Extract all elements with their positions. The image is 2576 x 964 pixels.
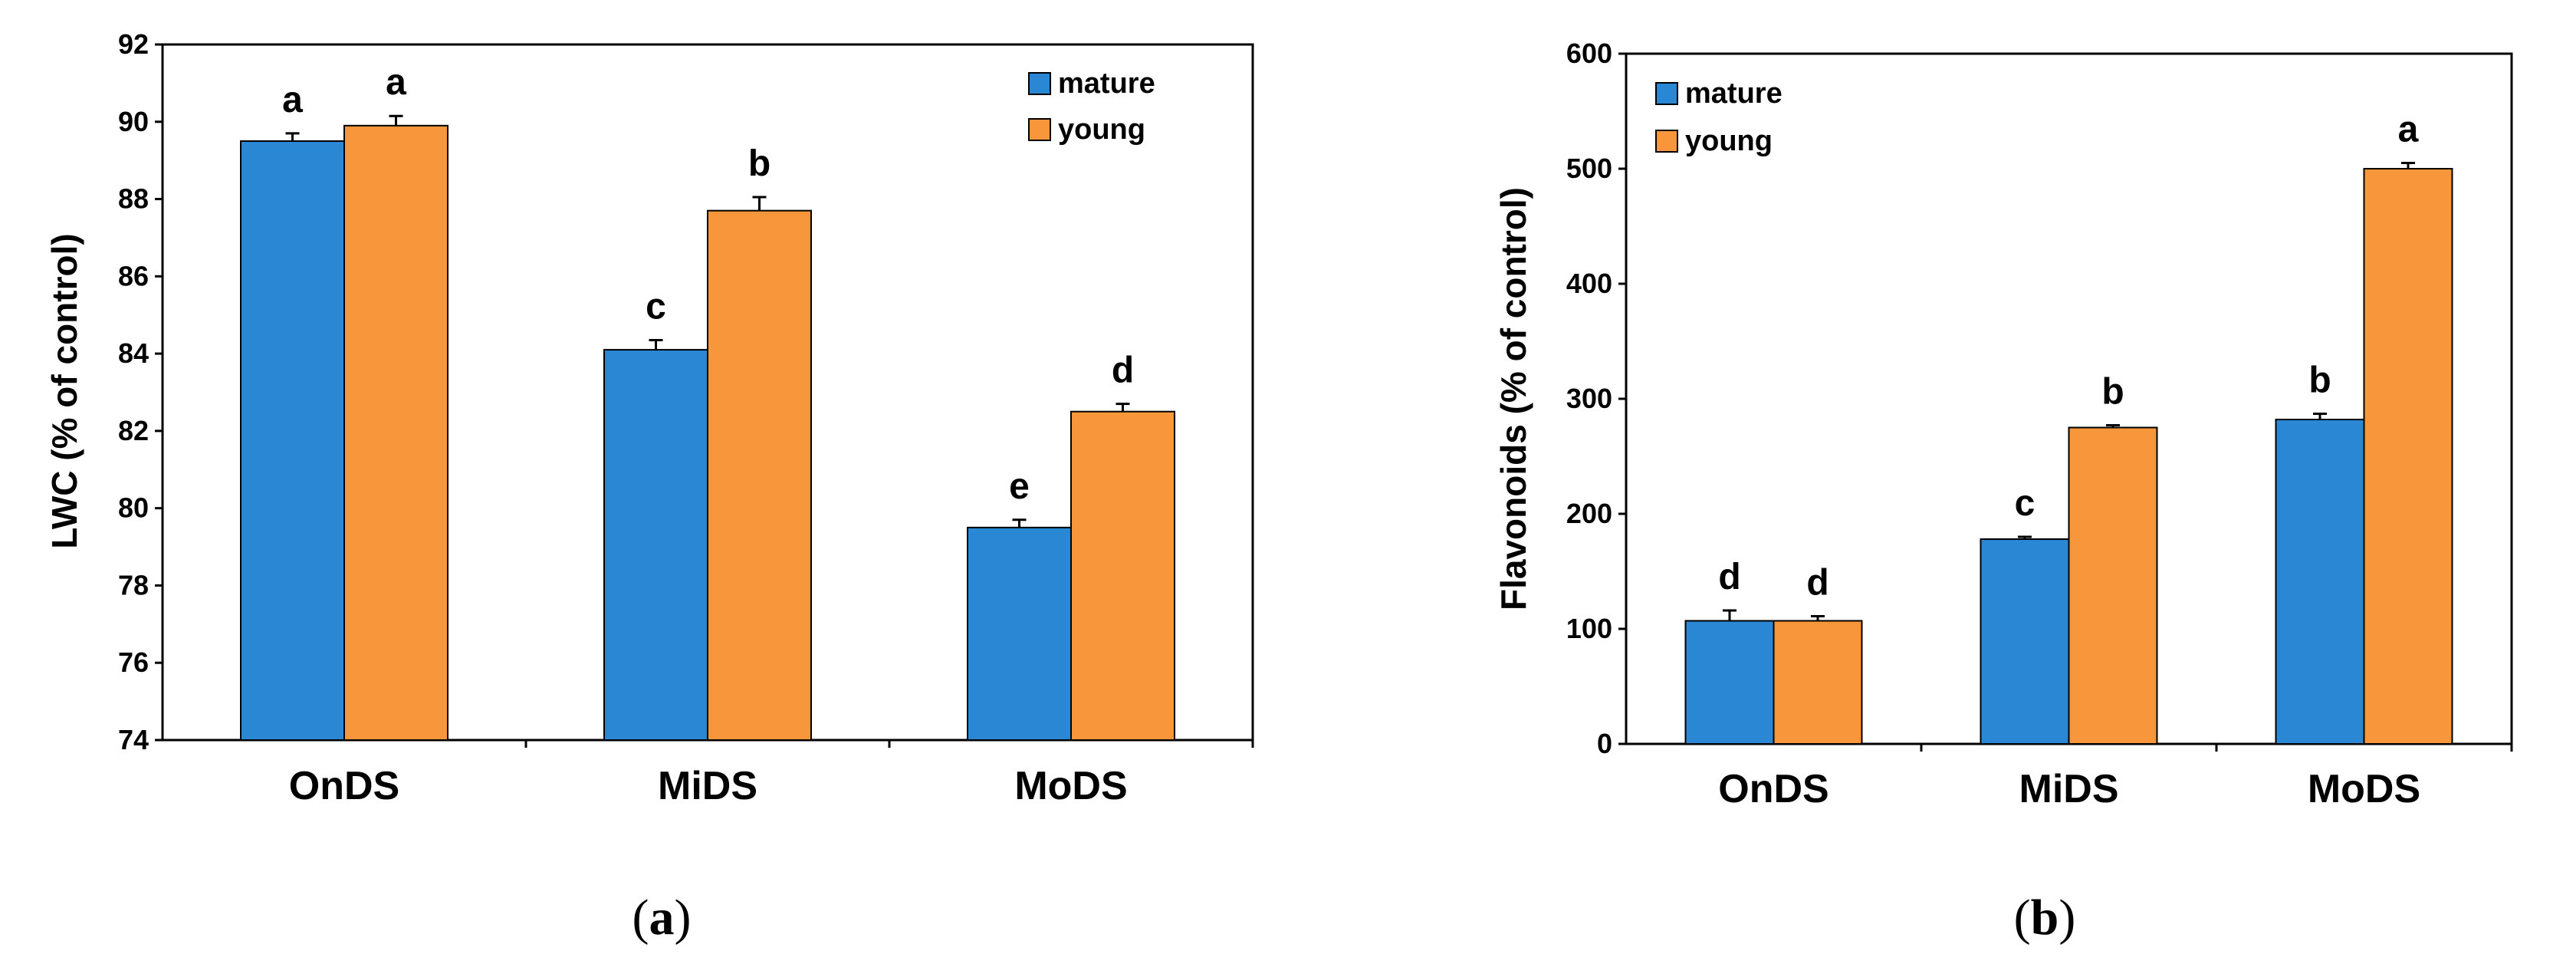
bar-young-MiDS bbox=[707, 209, 812, 741]
legend-swatch-young bbox=[1028, 118, 1051, 141]
legend-label-young: young bbox=[1058, 114, 1145, 146]
significance-letter: b bbox=[748, 143, 770, 184]
bar-mature-MoDS bbox=[967, 526, 1072, 741]
ytick-label: 92 bbox=[118, 28, 149, 60]
chart-b-yticks: 0 100 200 300 400 500 600 bbox=[1566, 38, 1626, 759]
bar-mature-MiDS bbox=[1980, 538, 2070, 745]
chart-b-bars: d d c b b a bbox=[1684, 110, 2453, 745]
chart-a-ylabel: LWC (% of control) bbox=[44, 233, 84, 548]
chart-a-categories: OnDS MiDS MoDS bbox=[289, 740, 1254, 808]
ytick-label: 400 bbox=[1566, 268, 1612, 299]
panel-letter-b: b bbox=[2031, 890, 2059, 946]
legend-label-mature: mature bbox=[1685, 77, 1783, 110]
significance-letter: d bbox=[1718, 557, 1740, 597]
legend-label-mature: mature bbox=[1058, 67, 1155, 100]
significance-letter: c bbox=[2015, 483, 2036, 524]
ytick-label: 86 bbox=[118, 260, 149, 291]
bar-mature-MiDS bbox=[603, 349, 708, 741]
ytick-label: 80 bbox=[118, 492, 149, 524]
bar-mature-OnDS bbox=[240, 140, 345, 741]
bar-young-MoDS bbox=[1070, 410, 1175, 741]
category-label-MiDS: MiDS bbox=[2019, 767, 2119, 811]
bar-young-OnDS bbox=[1773, 620, 1863, 745]
significance-letter: c bbox=[646, 286, 666, 327]
chart-a: LWC (% of control) 74767880828486889092 … bbox=[44, 28, 1254, 946]
legend-swatch-mature bbox=[1028, 72, 1051, 95]
panel-letter-a: a bbox=[649, 890, 675, 946]
ytick-label: 300 bbox=[1566, 383, 1612, 414]
legend-swatch-young bbox=[1655, 130, 1678, 153]
chart-a-legend: mature young bbox=[1028, 67, 1155, 146]
legend-label-young: young bbox=[1685, 125, 1773, 157]
bar-mature-MoDS bbox=[2275, 419, 2365, 745]
significance-letter: a bbox=[282, 80, 303, 120]
panel-label-a: (a) bbox=[632, 890, 692, 946]
ytick-label: 88 bbox=[118, 183, 149, 215]
significance-letter: a bbox=[386, 62, 406, 103]
ytick-label: 74 bbox=[118, 724, 149, 755]
ytick-label: 0 bbox=[1597, 728, 1612, 759]
bar-mature-OnDS bbox=[1684, 620, 1775, 745]
legend-swatch-mature bbox=[1655, 82, 1678, 105]
ytick-label: 200 bbox=[1566, 498, 1612, 529]
significance-letter: a bbox=[2398, 110, 2419, 150]
category-label-OnDS: OnDS bbox=[1718, 767, 1829, 811]
bar-young-MiDS bbox=[2068, 426, 2158, 745]
ytick-label: 500 bbox=[1566, 153, 1612, 184]
significance-letter: d bbox=[1806, 563, 1829, 604]
ytick-label: 100 bbox=[1566, 613, 1612, 644]
chart-a-bars: a a c b e d bbox=[240, 62, 1175, 742]
chart-a-yticks: 74 76 78 80 82 84 86 88 90 92 bbox=[118, 28, 163, 755]
ytick-label: 84 bbox=[118, 337, 149, 369]
category-label-MoDS: MoDS bbox=[2308, 767, 2420, 811]
ytick-label: 600 bbox=[1566, 38, 1612, 69]
chart-b-categories: OnDS MiDS MoDS bbox=[1718, 744, 2513, 811]
ytick-label: 90 bbox=[118, 106, 149, 137]
ytick-label: 82 bbox=[118, 415, 149, 446]
significance-letter: d bbox=[1112, 350, 1134, 391]
panel-label-b: (b) bbox=[2014, 890, 2076, 946]
category-label-MiDS: MiDS bbox=[658, 764, 757, 808]
significance-letter: b bbox=[2101, 372, 2124, 413]
chart-b-ylabel: Flavonoids (% of control) bbox=[1493, 187, 1533, 610]
category-label-MoDS: MoDS bbox=[1014, 764, 1127, 808]
significance-letter: b bbox=[2308, 360, 2331, 401]
significance-letter: e bbox=[1009, 466, 1030, 507]
ytick-label: 76 bbox=[118, 647, 149, 678]
chart-b-legend: mature young bbox=[1655, 77, 1783, 157]
ytick-label: 78 bbox=[118, 569, 149, 600]
bar-young-MoDS bbox=[2363, 168, 2453, 745]
chart-b: Flavonoids (% of control) 0 100 200 300 400 5… bbox=[1493, 38, 2513, 946]
category-label-OnDS: OnDS bbox=[289, 764, 399, 808]
bar-young-OnDS bbox=[343, 124, 449, 742]
